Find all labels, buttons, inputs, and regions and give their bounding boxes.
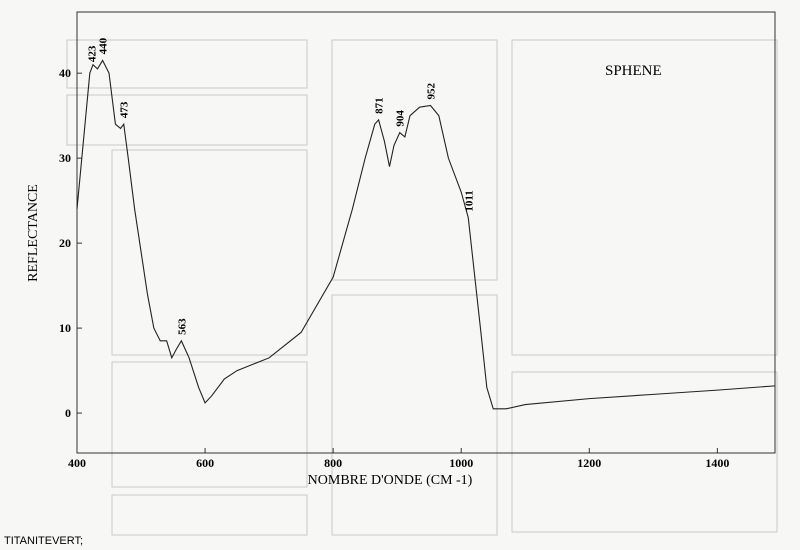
x-tick-label: 1200: [577, 456, 601, 470]
x-tick-label: 800: [324, 456, 342, 470]
plot-frame: [76, 11, 776, 454]
peak-label: 423: [87, 45, 99, 62]
caption: TITANITEVERT;: [4, 535, 83, 547]
y-tick-label: 30: [59, 151, 71, 165]
peak-label: 563: [176, 318, 188, 335]
x-axis-label: NOMBRE D'ONDE (CM -1): [308, 473, 473, 488]
background-form: [66, 39, 778, 536]
peak-label: 440: [98, 37, 110, 54]
peak-label: 871: [374, 97, 386, 114]
x-tick-label: 1400: [705, 456, 729, 470]
x-tick-label: 600: [196, 456, 214, 470]
peak-label: 1011: [463, 190, 475, 211]
y-tick-label: 0: [65, 406, 71, 420]
y-tick-label: 40: [59, 66, 71, 80]
peak-label: 904: [395, 110, 407, 127]
x-tick-label: 1000: [449, 456, 473, 470]
y-tick-label: 10: [59, 321, 71, 335]
x-tick-label: 400: [68, 456, 86, 470]
y-tick-label: 20: [59, 236, 71, 250]
peak-label: 473: [119, 101, 131, 118]
spectrum-line: [76, 59, 776, 410]
chart-title: SPHENE: [605, 63, 662, 79]
y-axis-label: REFLECTANCE: [26, 184, 41, 282]
peak-label: 952: [425, 82, 437, 99]
